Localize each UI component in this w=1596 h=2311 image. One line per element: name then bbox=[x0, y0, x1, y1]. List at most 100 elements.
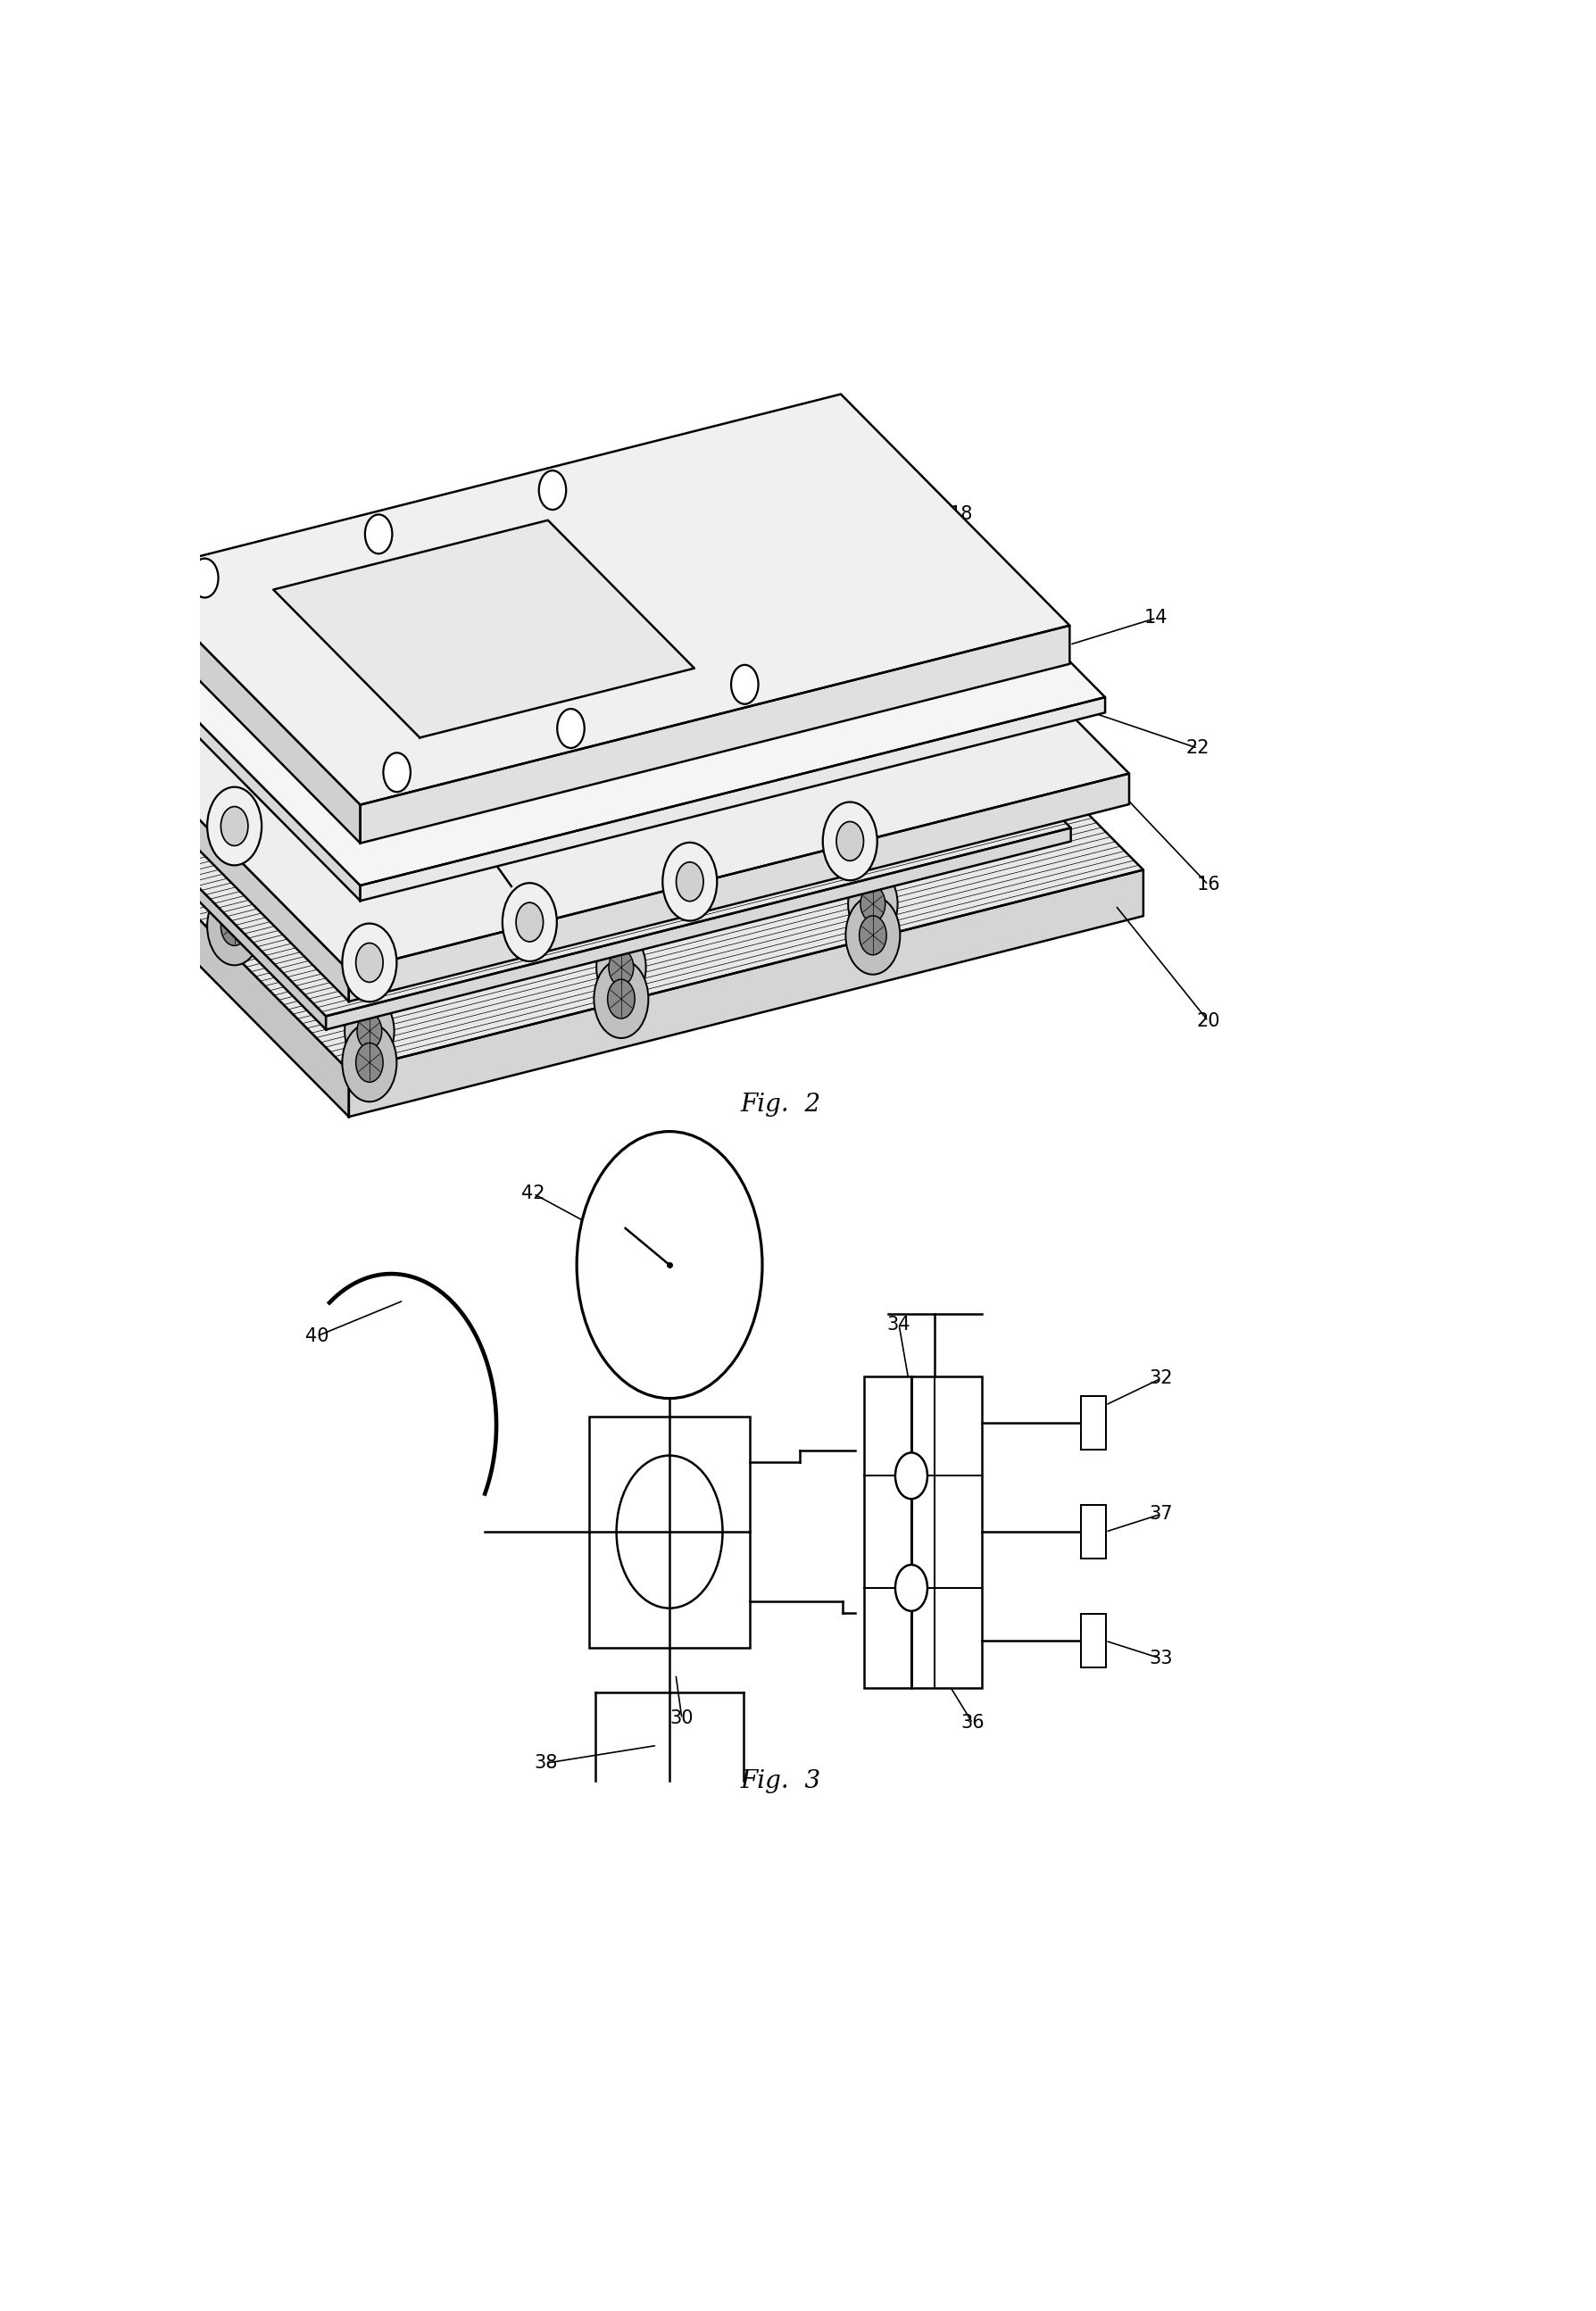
Circle shape bbox=[895, 1565, 927, 1611]
Text: 20: 20 bbox=[1197, 1012, 1219, 1031]
Circle shape bbox=[836, 823, 863, 860]
Circle shape bbox=[731, 666, 758, 705]
Circle shape bbox=[859, 816, 886, 855]
Circle shape bbox=[222, 876, 247, 913]
Text: Fig.  3: Fig. 3 bbox=[741, 1768, 820, 1793]
Bar bbox=[589, 1417, 750, 1648]
Circle shape bbox=[608, 980, 635, 1019]
Text: 22: 22 bbox=[1186, 740, 1210, 758]
Circle shape bbox=[713, 733, 763, 802]
Circle shape bbox=[528, 707, 583, 783]
Circle shape bbox=[895, 1454, 927, 1500]
Text: 18: 18 bbox=[950, 504, 972, 522]
Circle shape bbox=[608, 880, 635, 917]
Circle shape bbox=[472, 844, 500, 883]
Circle shape bbox=[472, 742, 500, 781]
Circle shape bbox=[701, 684, 729, 723]
Bar bbox=[1080, 1396, 1106, 1449]
Circle shape bbox=[539, 471, 567, 511]
Circle shape bbox=[576, 1132, 763, 1398]
Circle shape bbox=[557, 709, 584, 749]
Circle shape bbox=[365, 515, 393, 555]
Polygon shape bbox=[361, 626, 1069, 844]
Bar bbox=[1080, 1504, 1106, 1558]
Circle shape bbox=[460, 823, 514, 901]
Circle shape bbox=[461, 795, 511, 867]
Polygon shape bbox=[120, 642, 361, 901]
Circle shape bbox=[207, 788, 262, 864]
Circle shape bbox=[860, 885, 886, 922]
Circle shape bbox=[356, 943, 383, 982]
Circle shape bbox=[209, 860, 259, 931]
Polygon shape bbox=[97, 716, 350, 1001]
Text: 30: 30 bbox=[670, 1710, 694, 1729]
Circle shape bbox=[220, 906, 247, 945]
Circle shape bbox=[342, 924, 397, 1001]
Circle shape bbox=[677, 862, 704, 901]
Circle shape bbox=[541, 726, 568, 765]
Circle shape bbox=[207, 788, 262, 864]
Polygon shape bbox=[93, 610, 1143, 1070]
Text: 36: 36 bbox=[961, 1715, 985, 1731]
Circle shape bbox=[342, 1024, 397, 1102]
Text: 32: 32 bbox=[1149, 1370, 1173, 1387]
Circle shape bbox=[192, 559, 219, 599]
Polygon shape bbox=[131, 395, 1069, 804]
Text: 16: 16 bbox=[1197, 876, 1219, 894]
Text: 38: 38 bbox=[535, 1754, 557, 1773]
Bar bbox=[1080, 1613, 1106, 1669]
Circle shape bbox=[474, 813, 498, 848]
Text: 33: 33 bbox=[1149, 1650, 1173, 1669]
Circle shape bbox=[367, 746, 421, 825]
Circle shape bbox=[726, 749, 750, 786]
Circle shape bbox=[824, 802, 878, 880]
Circle shape bbox=[846, 797, 900, 874]
Circle shape bbox=[356, 1042, 383, 1082]
Circle shape bbox=[356, 943, 383, 982]
Text: 40: 40 bbox=[305, 1327, 329, 1345]
Circle shape bbox=[220, 807, 247, 846]
Polygon shape bbox=[361, 698, 1104, 901]
Text: 37: 37 bbox=[1149, 1504, 1173, 1523]
Text: 14: 14 bbox=[1144, 610, 1168, 626]
Polygon shape bbox=[120, 455, 1104, 885]
Circle shape bbox=[662, 844, 717, 920]
Circle shape bbox=[358, 1015, 381, 1049]
Circle shape bbox=[725, 779, 752, 818]
Polygon shape bbox=[350, 774, 1128, 1001]
Circle shape bbox=[688, 666, 742, 744]
Polygon shape bbox=[120, 809, 326, 1031]
Circle shape bbox=[342, 924, 397, 1001]
Circle shape bbox=[383, 753, 410, 793]
Circle shape bbox=[725, 679, 752, 719]
Text: 12: 12 bbox=[683, 490, 707, 508]
Circle shape bbox=[220, 807, 247, 846]
Circle shape bbox=[597, 931, 646, 1003]
Circle shape bbox=[859, 915, 886, 954]
Polygon shape bbox=[131, 573, 361, 844]
Polygon shape bbox=[93, 811, 350, 1116]
Circle shape bbox=[381, 765, 409, 804]
Circle shape bbox=[207, 887, 262, 966]
Circle shape bbox=[710, 659, 764, 737]
Circle shape bbox=[345, 996, 394, 1068]
Text: Fig.  2: Fig. 2 bbox=[741, 1093, 820, 1116]
Circle shape bbox=[516, 904, 543, 941]
Circle shape bbox=[594, 860, 648, 938]
Bar bbox=[865, 1375, 982, 1687]
Text: 10: 10 bbox=[275, 943, 298, 959]
Circle shape bbox=[594, 959, 648, 1038]
Circle shape bbox=[503, 883, 557, 961]
Circle shape bbox=[846, 897, 900, 975]
Circle shape bbox=[847, 869, 897, 941]
Polygon shape bbox=[120, 619, 1071, 1017]
Polygon shape bbox=[350, 869, 1143, 1116]
Circle shape bbox=[710, 760, 764, 839]
Polygon shape bbox=[97, 520, 1128, 971]
Text: 34: 34 bbox=[887, 1315, 911, 1333]
Circle shape bbox=[608, 950, 634, 984]
Circle shape bbox=[460, 723, 514, 802]
Text: 42: 42 bbox=[522, 1186, 546, 1202]
Polygon shape bbox=[326, 827, 1071, 1031]
Polygon shape bbox=[273, 520, 694, 737]
